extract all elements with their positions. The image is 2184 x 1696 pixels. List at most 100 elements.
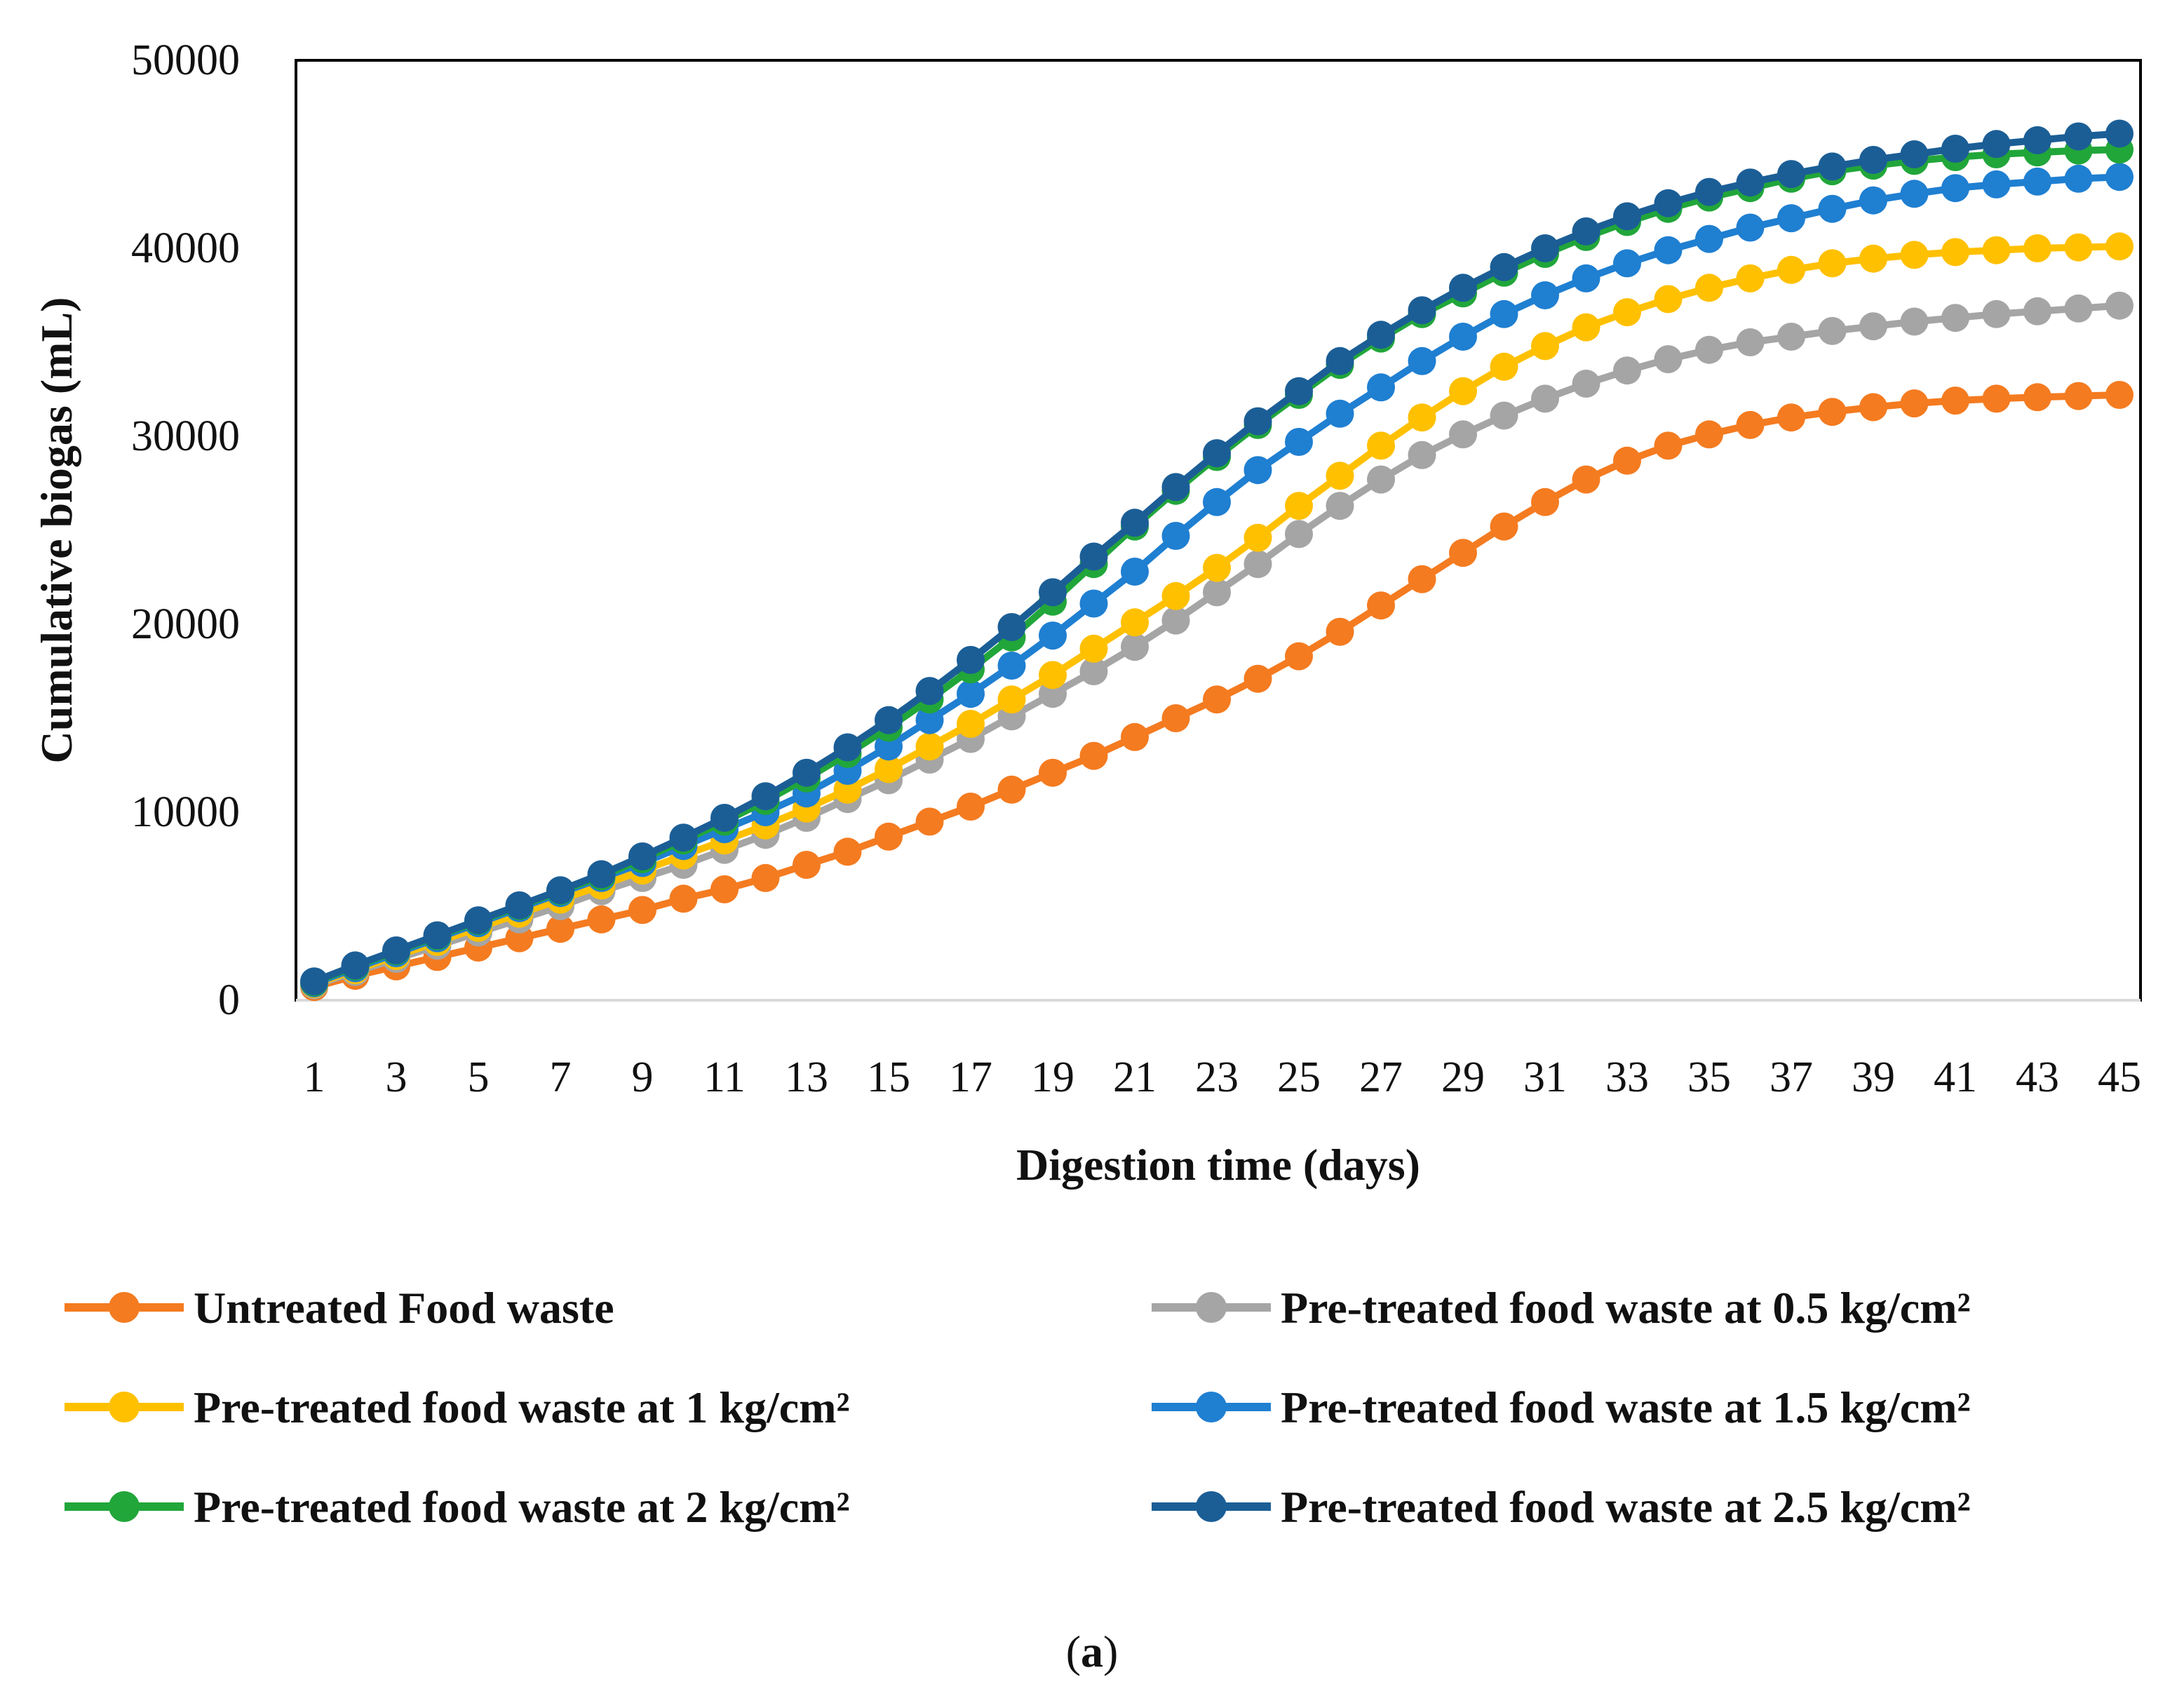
data-point [1243,407,1272,436]
data-point [833,837,862,866]
data-point [1654,431,1683,460]
legend-swatch-marker [1196,1292,1227,1323]
data-point [300,967,328,996]
data-point [1941,238,1969,267]
x-tick-label: 41 [1934,1054,1977,1101]
data-point [2064,122,2093,151]
data-point [1736,264,1765,292]
data-point [1367,591,1395,620]
data-point [2105,291,2134,320]
data-point [423,921,452,950]
data-point [1243,523,1272,552]
data-point [1039,578,1067,607]
y-tick-label: 10000 [131,788,240,836]
data-point [1367,321,1395,349]
x-tick-label: 19 [1031,1054,1074,1101]
data-point [1121,558,1149,586]
data-point [1367,465,1395,494]
legend-label: Pre-treated food waste at 0.5 kg/cm² [1281,1283,1971,1333]
data-point [1490,512,1518,541]
data-point [587,860,616,889]
data-point [957,793,985,821]
x-tick-label: 9 [632,1054,654,1101]
data-point [833,733,862,762]
data-point [1490,300,1518,328]
data-point [1859,393,1887,422]
legend-label: Untreated Food waste [194,1283,614,1333]
data-point [1736,410,1765,439]
data-point [1285,428,1313,456]
y-axis-title: Cumulative biogas (mL) [32,297,81,764]
data-point [1203,439,1231,468]
caption-open-paren: ( [1066,1627,1081,1676]
data-point [1243,550,1272,579]
data-point [1285,520,1313,548]
legend-item: Pre-treated food waste at 2 kg/cm² [65,1482,850,1532]
legend-item: Pre-treated food waste at 0.5 kg/cm² [1152,1283,1971,1333]
series-1 [300,381,2134,1002]
data-point [1695,177,1723,206]
data-point [1613,202,1641,231]
data-point [1408,440,1436,469]
data-point [1203,553,1231,582]
data-point [997,652,1026,680]
data-point [464,906,492,935]
data-point [1449,377,1477,405]
data-point [957,680,985,708]
data-point [1326,492,1354,520]
data-point [2064,294,2093,323]
data-point [341,951,370,980]
data-point [2064,164,2093,193]
data-point [1531,487,1559,516]
data-point [2064,233,2093,262]
data-point [1941,386,1969,415]
legend-item: Pre-treated food waste at 1.5 kg/cm² [1152,1382,1971,1432]
data-point [1326,399,1354,428]
data-point [1777,204,1805,233]
x-axis: 1 3 5 7 9 11 13 15 17 19 21 23 25 27 29 31 33 35 37 39 41 43 4… [304,1054,2142,1101]
data-point [1695,420,1723,449]
data-point [1941,304,1969,332]
data-point [1408,403,1436,432]
data-point [2105,381,2134,409]
figure-caption: (a) [1066,1627,1119,1676]
data-point [1695,224,1723,253]
data-point [505,891,534,920]
data-point [1079,741,1108,770]
data-point [1572,465,1600,494]
data-point [1941,174,1969,203]
data-point [1777,323,1805,351]
data-point [1408,296,1436,325]
x-tick-label: 35 [1687,1054,1731,1101]
data-point [1572,264,1600,292]
y-tick-label: 40000 [131,224,240,272]
data-point [1449,420,1477,449]
data-point [1818,194,1847,223]
data-point [915,677,944,706]
data-point [915,732,944,761]
data-point [793,758,821,787]
data-point [1654,189,1683,217]
data-point [1326,617,1354,646]
data-point [1203,487,1231,516]
legend-swatch-marker [1196,1491,1227,1522]
legend-label: Pre-treated food waste at 2 kg/cm² [194,1482,850,1532]
data-point [1900,307,1929,336]
data-point [1121,722,1149,751]
legend-swatch-marker [109,1392,140,1422]
data-point [1818,152,1847,181]
data-point [1941,135,1969,163]
data-point [669,884,698,913]
data-point [793,851,821,879]
legend-swatch-marker [109,1292,140,1323]
data-point [1449,539,1477,567]
data-point [1613,298,1641,327]
data-point [1613,446,1641,475]
x-tick-label: 1 [304,1054,325,1101]
legend-label: Pre-treated food waste at 1 kg/cm² [194,1382,850,1432]
x-tick-label: 15 [867,1054,910,1101]
legend-item: Pre-treated food waste at 2.5 kg/cm² [1152,1482,1971,1532]
caption-label: a [1081,1627,1103,1676]
data-point [1039,661,1067,689]
data-point [1572,370,1600,398]
